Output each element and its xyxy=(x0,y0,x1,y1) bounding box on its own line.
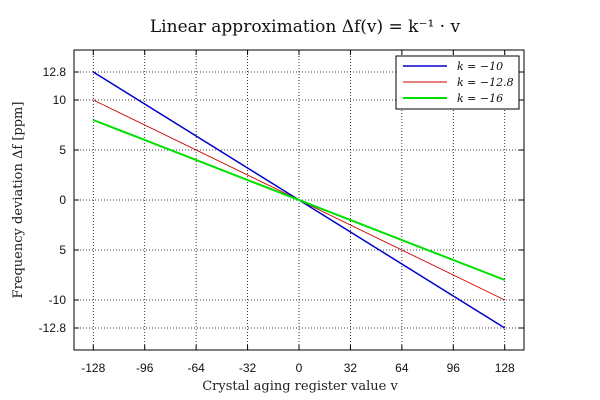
legend-box xyxy=(395,55,520,110)
x-tick-label: -32 xyxy=(239,361,257,375)
x-tick-label: 64 xyxy=(395,361,409,375)
y-tick-label: 12.8 xyxy=(43,65,67,79)
x-tick-label: 96 xyxy=(447,361,461,375)
chart-title: Linear approximation Δf(v) = k⁻¹ · v xyxy=(150,17,461,37)
x-axis-label: Crystal aging register value v xyxy=(202,379,398,394)
y-tick-label: -10 xyxy=(49,293,67,307)
legend: k = −10 k = −12.8 k = −16 xyxy=(395,55,520,110)
y-tick-label: 0 xyxy=(59,193,66,207)
y-tick-label: 10 xyxy=(53,93,67,107)
axis-ticks: -128 -96 -64 -32 0 32 64 96 128 12.8 10 5 0 5 -10 -12.8 xyxy=(39,50,524,375)
x-tick-label: 32 xyxy=(344,361,358,375)
legend-label-1: k = −12.8 xyxy=(457,76,514,89)
y-tick-label: -12.8 xyxy=(39,321,67,335)
y-tick-label: 5 xyxy=(59,243,66,257)
series-layer xyxy=(92,71,506,329)
x-tick-label: 128 xyxy=(495,361,515,375)
legend-label-2: k = −16 xyxy=(457,92,503,105)
y-axis-label: Frequency deviation Δf [ppm] xyxy=(11,102,26,299)
grid xyxy=(74,50,524,350)
y-tick-label: 5 xyxy=(59,143,66,157)
x-tick-label: -64 xyxy=(187,361,205,375)
x-tick-label: 0 xyxy=(296,361,303,375)
series-line-2 xyxy=(92,119,506,281)
x-tick-label: -96 xyxy=(136,361,154,375)
legend-label-0: k = −10 xyxy=(457,60,503,73)
x-tick-label: -128 xyxy=(81,361,105,375)
